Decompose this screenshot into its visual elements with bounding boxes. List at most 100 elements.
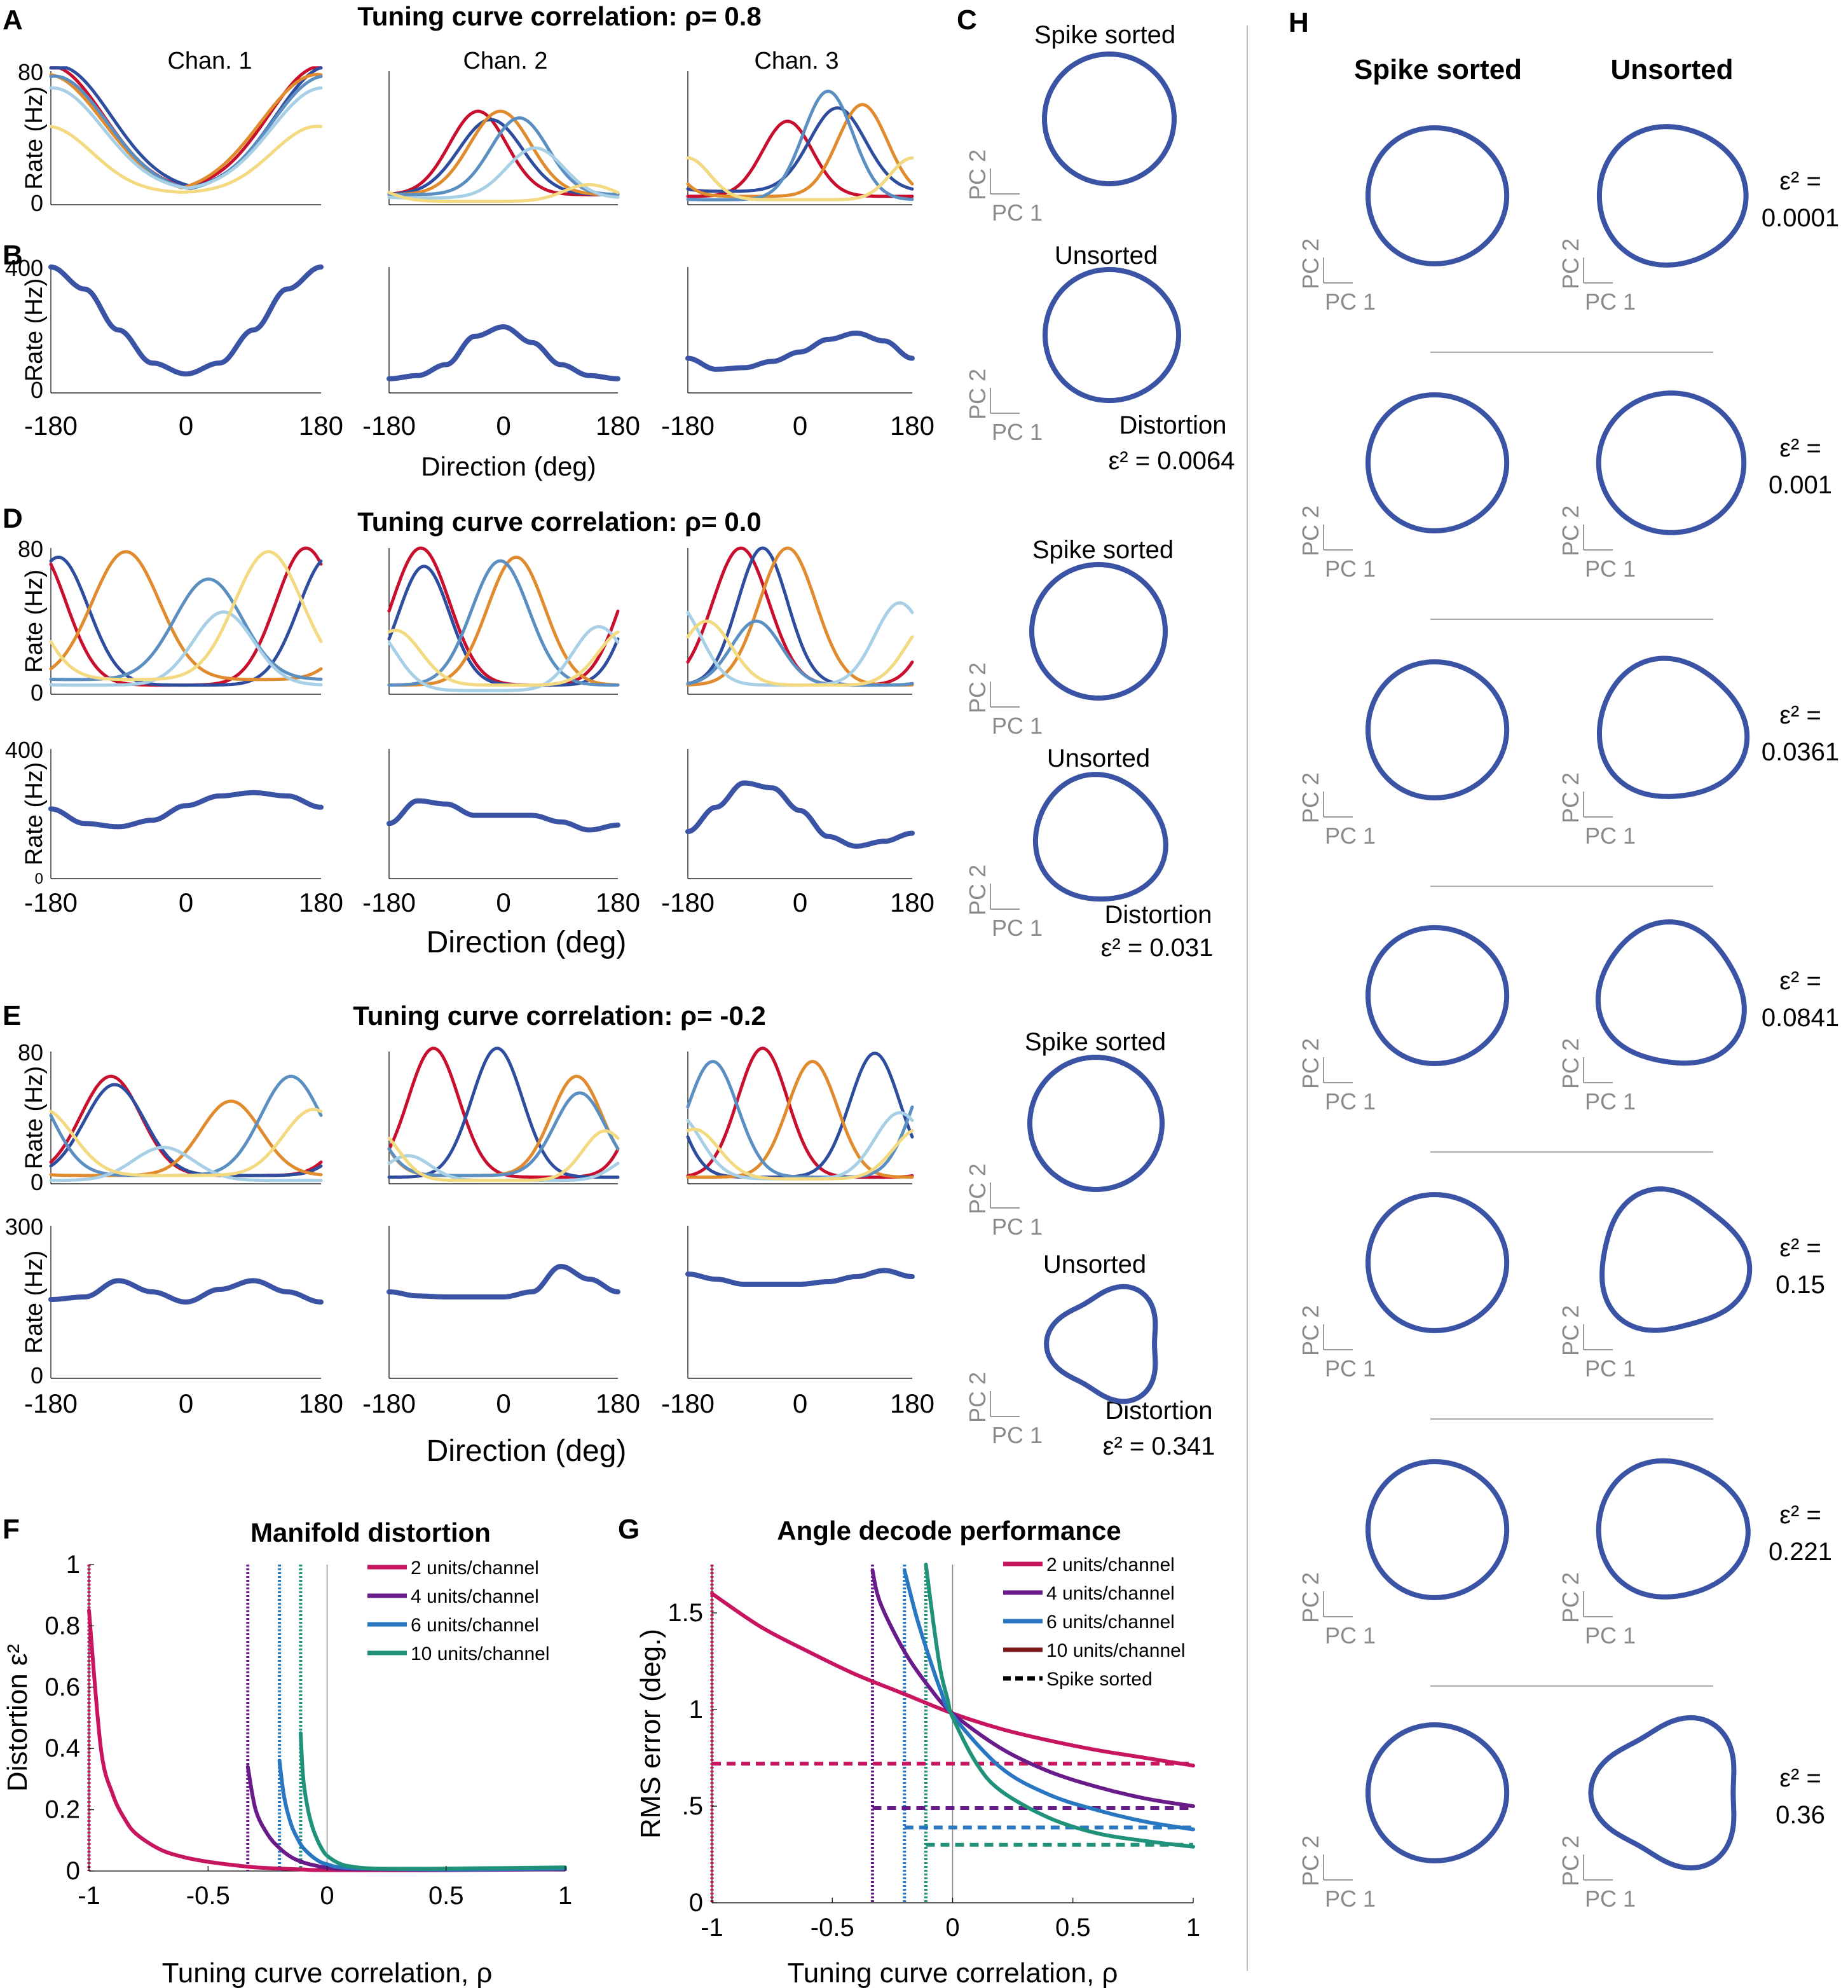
- b-chan2-xtick-2: 180: [596, 411, 640, 441]
- d-chan3-unit-2-line: [686, 546, 914, 687]
- h-pc-unsorted-3-pc1-label: PC 1: [1585, 823, 1636, 849]
- b-chan3-xtick-1: 0: [793, 411, 807, 441]
- h-loop-sorted-1: [1365, 125, 1510, 266]
- b-chan1-xtick-0: -180: [24, 411, 78, 441]
- d2-chan2-xtick-1: 0: [496, 888, 510, 917]
- h-pc-unsorted-2-pc2-label: PC 2: [1557, 505, 1584, 556]
- panel-letter-h: H: [1289, 7, 1309, 38]
- g-legend-label-4: 10 units/channel: [1046, 1640, 1186, 1661]
- d2-chan1-xtick-1: 0: [179, 888, 193, 917]
- d-chan2-unit-3-line: [387, 555, 620, 687]
- b-chan1-xtick-2: 180: [299, 411, 343, 441]
- h-pc-unsorted-6-pc2-label: PC 2: [1557, 1572, 1584, 1623]
- f-xtick-0: -1: [78, 1882, 100, 1910]
- panel-letter-c: C: [957, 4, 977, 36]
- f-ytick-2: 0.4: [44, 1734, 80, 1762]
- h-pc-sorted-3-pc1-label: PC 1: [1325, 823, 1376, 849]
- h-pc-sorted-2-pc2-label: PC 2: [1297, 505, 1324, 556]
- h-pc-sorted-5-pc1-label: PC 1: [1325, 1355, 1376, 1381]
- h-loop-unsorted-6: [1596, 1458, 1751, 1600]
- f-ytick-0: 0: [66, 1857, 80, 1885]
- e-chan1-unit-5-line: [49, 1146, 323, 1183]
- d-ylabel: Rate (Hz): [21, 570, 48, 673]
- h-pc-unsorted-3-pc2-label: PC 2: [1557, 772, 1584, 823]
- title-d: Tuning curve correlation: ρ= 0.0: [357, 507, 762, 537]
- b-chan3-xtick-0: -180: [661, 411, 715, 441]
- d2-chan3-xtick-1: 0: [793, 888, 807, 917]
- h-loop-unsorted-2: [1596, 390, 1747, 535]
- h-eps-value-6: 0.221: [1769, 1538, 1832, 1566]
- title-g: Angle decode performance: [777, 1516, 1121, 1546]
- direction-label-b: Direction (deg): [421, 451, 596, 481]
- c-spike-sorted-2: Spike sorted: [1032, 536, 1174, 564]
- g-xlabel: Tuning curve correlation, ρ: [788, 1957, 1118, 1988]
- a-chan2-unit-5-line: [387, 146, 620, 200]
- a-chan3-unit-3-line: [686, 102, 914, 198]
- a-chan1-unit-6-line: [49, 125, 323, 194]
- g-ytick-3: 1.5: [667, 1599, 703, 1627]
- d2-ytick-top: 400: [5, 737, 43, 763]
- h-pc-unsorted-4-pc1-label: PC 1: [1585, 1088, 1636, 1114]
- g-series-1-line: [710, 1591, 1195, 1768]
- g-xtick-4: 1: [1186, 1914, 1200, 1942]
- d2-chan1-xtick-2: 180: [299, 888, 343, 917]
- c-pc-6-pc2-label: PC 2: [964, 1372, 990, 1423]
- e-ylabel: Rate (Hz): [21, 1066, 48, 1170]
- c-loop-sorted-1: [1042, 51, 1177, 186]
- d2-chan2-xtick-2: 180: [596, 888, 640, 917]
- d2-chan2-xtick-0: -180: [362, 888, 416, 917]
- b-ytick-top: 400: [5, 255, 43, 281]
- c-loop-sorted-2: [1029, 562, 1168, 701]
- d-chan2-unit-2-line: [387, 565, 620, 687]
- e-chan1-unit-1-line: [49, 1074, 323, 1177]
- g-series-2-line: [870, 1568, 1195, 1808]
- h-eps-label-7: ε² =: [1779, 1764, 1821, 1792]
- f-xlabel: Tuning curve correlation, ρ: [162, 1957, 493, 1988]
- b-chan1-xtick-1: 0: [179, 411, 193, 441]
- h-eps-label-5: ε² =: [1779, 1234, 1821, 1262]
- h-loop-sorted-4: [1365, 925, 1510, 1066]
- h-eps-value-7: 0.36: [1776, 1801, 1825, 1829]
- c-unsorted-1: Unsorted: [1055, 242, 1158, 270]
- e2-chan2-xtick-0: -180: [362, 1388, 416, 1418]
- h-pc-sorted-3-pc2-label: PC 2: [1297, 772, 1324, 823]
- c-spike-sorted-1: Spike sorted: [1034, 21, 1175, 49]
- g-ytick-2: 1: [689, 1696, 703, 1724]
- f-legend-label-4: 10 units/channel: [411, 1643, 550, 1664]
- f-ytick-5: 1: [66, 1551, 80, 1579]
- f-xtick-1: -0.5: [186, 1882, 230, 1910]
- c-spike-sorted-3: Spike sorted: [1025, 1028, 1166, 1056]
- h-pc-sorted-7-pc2-label: PC 2: [1297, 1835, 1324, 1886]
- h-eps-label-1: ε² =: [1779, 167, 1821, 195]
- c-pc-2-pc2-label: PC 2: [964, 369, 990, 420]
- c-pc-3-pc2-label: PC 2: [964, 662, 990, 713]
- a-chan2-unit-3-line: [387, 109, 620, 196]
- f-legend-label-2: 4 units/channel: [411, 1586, 539, 1607]
- c-eps-2: ε² = 0.031: [1101, 934, 1214, 962]
- h-eps-label-3: ε² =: [1779, 701, 1821, 729]
- e-chan1-unit-3-line: [49, 1099, 323, 1177]
- direction-label-e: Direction (deg): [427, 1434, 627, 1468]
- c-unsorted-2: Unsorted: [1047, 744, 1150, 772]
- e-chan3-unit-1-line: [686, 1046, 914, 1179]
- h-loop-unsorted-5: [1599, 1186, 1753, 1333]
- c-loop-unsorted-2: [1032, 772, 1168, 902]
- h-pc-sorted-4-pc1-label: PC 1: [1325, 1088, 1376, 1114]
- g-xtick-0: -1: [701, 1914, 723, 1942]
- f-ylabel: Distortion ε²: [2, 1644, 33, 1792]
- c-pc-1-pc2-label: PC 2: [964, 149, 990, 200]
- d2-chan1-xtick-0: -180: [24, 888, 78, 917]
- h-pc-sorted-6-pc2-label: PC 2: [1297, 1572, 1324, 1623]
- d2-ytick-bottom: 0: [35, 870, 43, 888]
- h-pc-unsorted-7-pc1-label: PC 1: [1585, 1886, 1636, 1912]
- panel-letter-a: A: [3, 4, 23, 36]
- d-chan1-unit-6-line: [49, 550, 323, 682]
- h-eps-value-3: 0.0361: [1762, 738, 1839, 766]
- h-loop-unsorted-4: [1595, 919, 1747, 1066]
- d-ytick-top: 80: [18, 536, 43, 562]
- h-header-unsorted: Unsorted: [1610, 54, 1733, 85]
- g-legend-label-2: 4 units/channel: [1046, 1583, 1175, 1604]
- h-pc-unsorted-5-pc1-label: PC 1: [1585, 1355, 1636, 1381]
- e2-chan3-xtick-0: -180: [661, 1388, 715, 1418]
- d2-ylabel: Rate (Hz): [21, 762, 48, 866]
